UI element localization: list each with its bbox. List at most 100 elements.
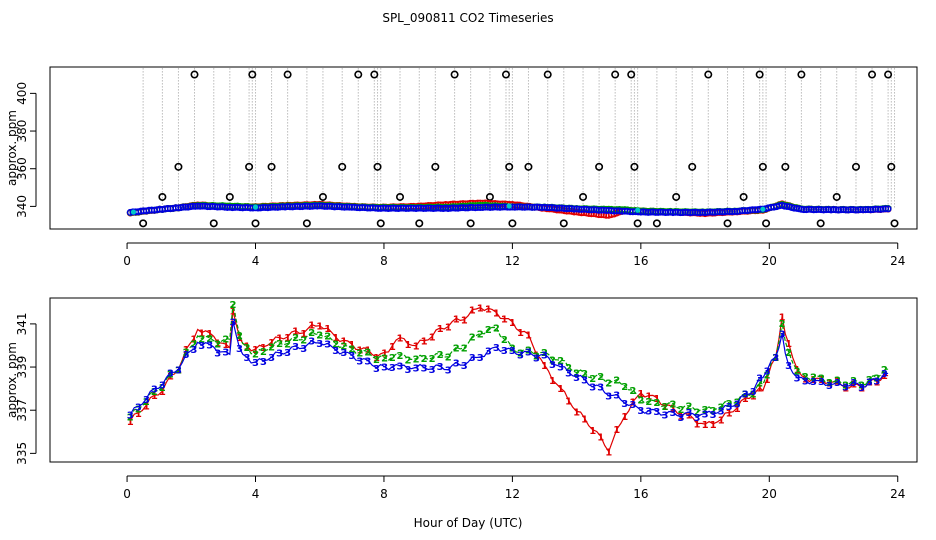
series-3-point: 3 [501, 346, 508, 357]
series-1-point: 1 [772, 353, 779, 364]
spike-marker [485, 192, 494, 201]
series-2-point: 2 [356, 349, 363, 360]
bottom-x-tick-label: 4 [252, 487, 260, 501]
series-1-point: 1 [726, 409, 733, 420]
series-2-point: 2 [742, 390, 749, 401]
series-2-point: 2 [236, 331, 243, 342]
series-3-point: 3 [850, 378, 857, 389]
series-3-point: 3 [206, 340, 213, 351]
spike-marker [652, 219, 661, 228]
series-3-point: 3 [694, 413, 701, 424]
series-1-point: 1 [397, 334, 404, 345]
series-3-point: 3 [222, 348, 229, 359]
top-x-tick-label: 4 [252, 254, 260, 268]
series-1-point: 1 [356, 346, 363, 357]
top-y-axis-label: approx. ppm [5, 110, 19, 186]
series-2-point: 2 [694, 408, 701, 419]
series-2-point: 2 [485, 325, 492, 336]
series-1-point: 1 [509, 318, 516, 329]
spike-marker [579, 192, 588, 201]
series-2-point: 2 [637, 395, 644, 406]
series-3-point: 3 [243, 353, 250, 364]
series-2-point: 2 [645, 397, 652, 408]
series-2-point: 2 [316, 330, 323, 341]
series-3-point: 3 [718, 407, 725, 418]
series-3-point: 3 [300, 344, 307, 355]
series-3-point: 3 [389, 363, 396, 374]
series-2-point: 2 [677, 405, 684, 416]
series-1-point: 1 [252, 345, 259, 356]
series-3-point: 3 [276, 349, 283, 360]
series-2-point: 2 [373, 355, 380, 366]
spike-marker [832, 192, 841, 201]
spike-marker [755, 70, 764, 79]
series-3-point: 3 [405, 365, 412, 376]
series-1-point: 1 [284, 333, 291, 344]
cyan-point [635, 207, 641, 213]
series-3-point: 3 [340, 348, 347, 359]
series-3-point: 3 [198, 341, 205, 352]
series-1-point: 1 [316, 322, 323, 333]
series-3-point [790, 204, 798, 212]
spike-marker [762, 219, 771, 228]
series-2-point: 2 [750, 389, 757, 400]
spike-marker [450, 70, 459, 79]
series-2-point: 2 [565, 363, 572, 374]
series-2-point: 2 [549, 356, 556, 367]
series-2-point: 2 [381, 353, 388, 364]
series-3-point: 3 [726, 402, 733, 413]
series-3-point: 3 [445, 366, 452, 377]
series-3-point: 3 [702, 409, 709, 420]
series-1-point: 1 [653, 394, 660, 405]
series-1-point: 1 [645, 392, 652, 403]
series-1-point: 1 [818, 375, 825, 386]
series-2-point: 2 [469, 333, 476, 344]
series-2-point: 2 [143, 397, 150, 408]
series-3-point: 3 [710, 410, 717, 421]
series-3-point: 3 [794, 374, 801, 385]
series-3-point: 3 [881, 369, 888, 380]
series-3-point: 3 [802, 377, 809, 388]
series-2-point: 2 [629, 386, 636, 397]
series-3-point: 3 [316, 339, 323, 350]
series-1-point: 1 [826, 379, 833, 390]
series-2-point: 2 [881, 365, 888, 376]
series-1-point: 1 [340, 336, 347, 347]
series-1-point: 1 [750, 392, 757, 403]
series-3-point: 3 [873, 377, 880, 388]
series-1-point: 1 [421, 337, 428, 348]
spike-marker [851, 162, 860, 171]
series-2-point: 2 [222, 335, 229, 346]
series-2-point: 2 [818, 373, 825, 384]
series-3-point: 3 [332, 346, 339, 357]
spike-marker [595, 162, 604, 171]
series-3-point: 3 [437, 362, 444, 373]
series-1-point: 1 [581, 414, 588, 425]
series-1-point: 1 [429, 332, 436, 343]
series-3-point: 3 [677, 413, 684, 424]
series-3-point: 3 [509, 346, 516, 357]
series-1-point: 1 [866, 378, 873, 389]
series-1-point: 1 [276, 334, 283, 345]
top-y-tick-label: 380 [15, 120, 29, 143]
series-1-point: 1 [453, 314, 460, 325]
spike-marker [318, 192, 327, 201]
top-panel: approx. ppm 0 4 8 12 16 20 24 340 360 380 400 [5, 66, 918, 268]
series-1-point: 1 [710, 420, 717, 431]
series-2-point: 2 [573, 369, 580, 380]
series-3-point: 3 [742, 390, 749, 401]
series-3-point: 3 [183, 350, 190, 361]
bottom-x-tick-label: 24 [890, 487, 905, 501]
top-x-tick-label: 16 [633, 254, 648, 268]
series-2-point: 2 [332, 340, 339, 351]
spike-marker [158, 192, 167, 201]
series-3-point: 3 [159, 381, 166, 392]
series-1-point: 1 [292, 327, 299, 338]
series-1-point: 1 [461, 316, 468, 327]
spike-marker [174, 162, 183, 171]
spike-marker [704, 70, 713, 79]
spike-marker [508, 219, 517, 228]
